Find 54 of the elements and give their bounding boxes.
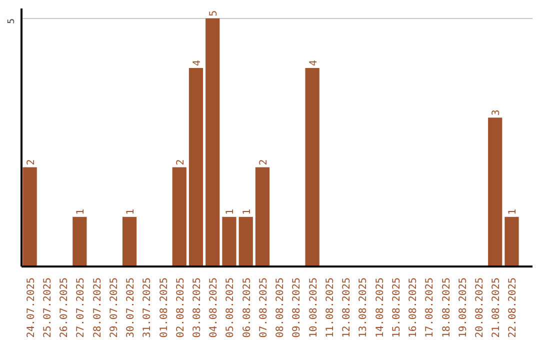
data-label: 1 (126, 208, 137, 215)
data-label: 2 (26, 159, 37, 166)
x-tick-label: 08.08.2025 (275, 277, 286, 338)
x-tick-label: 18.08.2025 (441, 277, 452, 338)
x-tick-label: 13.08.2025 (358, 277, 370, 338)
data-label: 1 (508, 208, 519, 215)
x-tick-label: 17.08.2025 (424, 277, 436, 338)
x-tick-label: 11.08.2025 (324, 277, 336, 338)
x-tick-label: 15.08.2025 (391, 277, 402, 338)
data-label: 4 (308, 60, 320, 66)
x-tick-label: 21.08.2025 (491, 277, 502, 338)
bar (22, 167, 37, 266)
x-tick-label: 20.08.2025 (474, 277, 486, 338)
bar (206, 18, 220, 266)
data-label: 2 (258, 159, 270, 166)
x-tick-label: 07.08.2025 (258, 277, 270, 338)
bar (488, 118, 502, 266)
x-tick-label: 25.07.2025 (42, 277, 54, 338)
data-label: 1 (242, 208, 253, 215)
data-label: 1 (76, 208, 87, 215)
x-tick-label: 29.07.2025 (108, 277, 120, 338)
x-tick-label: 31.07.2025 (142, 277, 154, 338)
bar (122, 216, 137, 266)
bar (255, 167, 270, 266)
x-tick-label: 04.08.2025 (208, 277, 220, 338)
bar (504, 216, 519, 266)
data-label: 4 (192, 60, 203, 66)
x-tick-label: 30.07.2025 (126, 277, 137, 338)
x-tick-label: 03.08.2025 (192, 277, 203, 338)
bar (222, 216, 236, 266)
bar (172, 167, 186, 266)
x-tick-label: 01.08.2025 (158, 277, 170, 338)
x-tick-label: 26.07.2025 (59, 277, 70, 338)
x-tick-label: 19.08.2025 (458, 277, 469, 338)
data-label: 2 (175, 159, 186, 166)
bar (305, 68, 320, 266)
data-label: 1 (225, 208, 236, 215)
x-tick-label: 05.08.2025 (225, 277, 236, 338)
x-tick-label: 16.08.2025 (408, 277, 420, 338)
x-tick-label: 06.08.2025 (242, 277, 253, 338)
x-tick-label: 14.08.2025 (374, 277, 386, 338)
x-tick-label: 24.07.2025 (26, 277, 37, 338)
data-label: 5 (208, 10, 220, 16)
x-tick-label: 09.08.2025 (292, 277, 303, 338)
bar (188, 68, 204, 266)
x-tick-label: 22.08.2025 (508, 277, 519, 338)
data-label: 3 (491, 110, 502, 116)
x-tick-label: 27.07.2025 (76, 277, 87, 338)
bar (72, 216, 87, 266)
x-tick-label: 28.07.2025 (92, 277, 104, 338)
bar (238, 216, 253, 266)
x-tick-label: 12.08.2025 (342, 277, 353, 338)
x-tick-label: 02.08.2025 (175, 277, 186, 338)
x-tick-label: 10.08.2025 (308, 277, 320, 338)
